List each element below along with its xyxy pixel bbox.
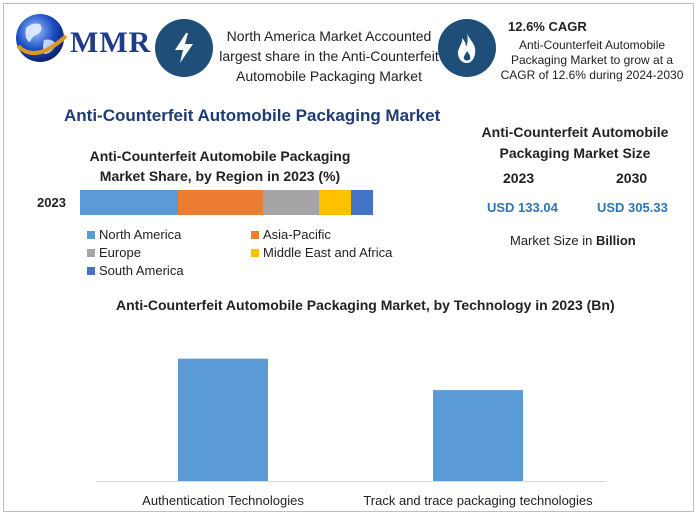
- legend-label: North America: [99, 227, 182, 242]
- legend-swatch: [251, 248, 259, 257]
- technology-chart-title: Anti-Counterfeit Automobile Packaging Ma…: [116, 297, 615, 313]
- highlight-text: North America Market Accounted largest s…: [219, 28, 439, 84]
- legend-label: Middle East and Africa: [263, 245, 393, 260]
- infographic-frame: [3, 3, 694, 512]
- main-title: Anti-Counterfeit Automobile Packaging Ma…: [64, 106, 441, 125]
- market-size-unit-note: Market Size in Billion: [510, 233, 636, 248]
- year-2023-label: 2023: [503, 170, 535, 186]
- stack-segment-south-america: [350, 190, 373, 215]
- market-size-title: Anti-Counterfeit Automobile Packaging Ma…: [481, 124, 669, 161]
- legend-swatch: [87, 248, 95, 257]
- cagr-description: Anti-Counterfeit Automobile Packaging Ma…: [500, 38, 684, 82]
- region-share-title: Anti-Counterfeit Automobile Packaging Ma…: [89, 148, 351, 184]
- stack-segment-asia-pacific: [178, 190, 264, 215]
- legend-swatch: [87, 230, 95, 239]
- legend-item-north-america: North America: [87, 227, 181, 242]
- stack-segment-north-america: [80, 190, 179, 215]
- market-size-2030-value: USD 305.33: [597, 200, 668, 215]
- tech-category-label-1: Authentication Technologies: [142, 493, 304, 508]
- lightning-bolt-icon: [155, 19, 213, 77]
- legend-item-asia-pacific: Asia-Pacific: [251, 227, 331, 242]
- flame-icon: [438, 19, 496, 77]
- technology-bar-chart: Authentication Technologies Track and tra…: [96, 358, 606, 508]
- tech-category-label-2: Track and trace packaging technologies: [363, 493, 593, 508]
- legend-item-south-america: South America: [87, 263, 184, 278]
- legend-label: Europe: [99, 245, 141, 260]
- stack-segment-europe: [263, 190, 319, 215]
- tech-bar-1: [178, 358, 268, 481]
- legend-label: Asia-Pacific: [263, 227, 331, 242]
- logo-text: MMR: [70, 26, 152, 59]
- region-share-category-label: 2023: [37, 195, 66, 210]
- legend-item-europe: Europe: [87, 245, 141, 260]
- globe-icon: [16, 14, 68, 62]
- tech-bar-2: [433, 390, 523, 481]
- region-share-stacked-bar: [80, 190, 373, 215]
- mmr-logo: MMR: [12, 10, 150, 70]
- stack-segment-middle-east-and-africa: [318, 190, 351, 215]
- legend-label: South America: [99, 263, 184, 278]
- market-size-2023-value: USD 133.04: [487, 200, 558, 215]
- cagr-title: 12.6% CAGR: [508, 19, 587, 34]
- legend-item-middle-east-and-africa: Middle East and Africa: [251, 245, 392, 260]
- legend-swatch: [251, 230, 259, 239]
- year-2030-label: 2030: [616, 170, 648, 186]
- legend-swatch: [87, 266, 95, 275]
